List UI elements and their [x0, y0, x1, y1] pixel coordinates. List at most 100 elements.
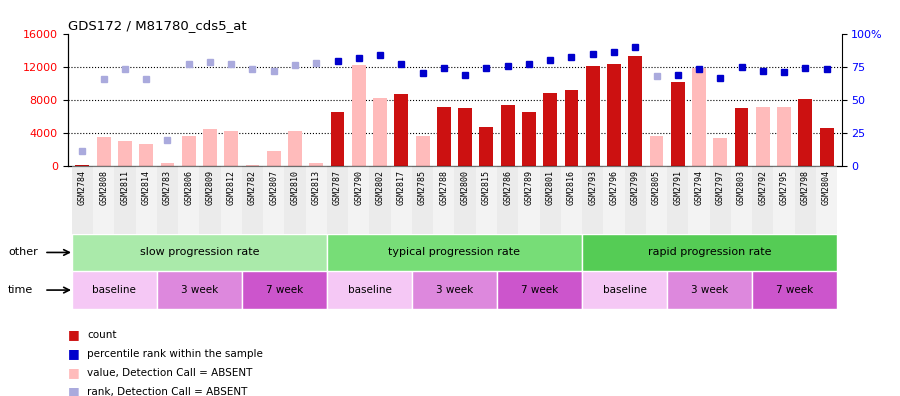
Bar — [288, 131, 302, 166]
Text: GSM2787: GSM2787 — [333, 170, 342, 205]
Text: GSM2799: GSM2799 — [631, 170, 640, 205]
Bar — [497, 271, 582, 309]
Text: GSM2816: GSM2816 — [567, 170, 576, 205]
Text: GSM2783: GSM2783 — [163, 170, 172, 205]
Bar — [650, 136, 663, 166]
Bar — [242, 271, 327, 309]
Bar — [603, 166, 625, 238]
Text: 7 week: 7 week — [266, 285, 303, 295]
Text: baseline: baseline — [93, 285, 136, 295]
Bar — [374, 97, 387, 166]
Bar — [625, 166, 646, 238]
Bar — [586, 66, 599, 166]
Text: GSM2817: GSM2817 — [397, 170, 406, 205]
Bar — [646, 166, 667, 238]
Text: value, Detection Call = ABSENT: value, Detection Call = ABSENT — [87, 368, 253, 378]
Bar — [416, 137, 429, 166]
Bar — [497, 166, 518, 238]
Bar — [437, 107, 451, 166]
Bar — [140, 144, 153, 166]
Text: typical progression rate: typical progression rate — [389, 248, 520, 257]
Bar — [118, 141, 131, 166]
Bar — [773, 166, 795, 238]
Text: GSM2801: GSM2801 — [545, 170, 554, 205]
Bar — [72, 234, 327, 271]
Bar — [412, 166, 433, 238]
Text: rapid progression rate: rapid progression rate — [648, 248, 771, 257]
Bar — [798, 99, 813, 166]
Text: GSM2797: GSM2797 — [716, 170, 724, 205]
Text: GSM2809: GSM2809 — [205, 170, 214, 205]
Bar — [263, 166, 284, 238]
Bar — [224, 131, 238, 166]
Bar — [72, 271, 157, 309]
Bar — [692, 68, 706, 166]
Text: GSM2790: GSM2790 — [355, 170, 364, 205]
Text: GSM2814: GSM2814 — [141, 170, 150, 205]
Text: baseline: baseline — [347, 285, 392, 295]
Bar — [136, 166, 157, 238]
Text: 3 week: 3 week — [436, 285, 473, 295]
Text: 3 week: 3 week — [691, 285, 728, 295]
Bar — [327, 234, 582, 271]
Bar — [433, 166, 454, 238]
Text: GSM2789: GSM2789 — [525, 170, 534, 205]
Bar — [178, 166, 199, 238]
Bar — [582, 234, 837, 271]
Text: GSM2793: GSM2793 — [589, 170, 598, 205]
Text: GSM2784: GSM2784 — [78, 170, 87, 205]
Text: GSM2794: GSM2794 — [695, 170, 704, 205]
Bar — [752, 166, 773, 238]
Text: GDS172 / M81780_cds5_at: GDS172 / M81780_cds5_at — [68, 19, 246, 32]
Bar — [500, 105, 515, 166]
Bar — [667, 166, 688, 238]
Text: GSM2811: GSM2811 — [121, 170, 130, 205]
Text: GSM2815: GSM2815 — [482, 170, 490, 205]
Text: GSM2804: GSM2804 — [822, 170, 831, 205]
Text: percentile rank within the sample: percentile rank within the sample — [87, 349, 263, 359]
Bar — [199, 166, 220, 238]
Text: GSM2812: GSM2812 — [227, 170, 236, 205]
Bar — [352, 65, 365, 166]
Bar — [284, 166, 306, 238]
Text: GSM2803: GSM2803 — [737, 170, 746, 205]
Text: time: time — [8, 285, 33, 295]
Text: GSM2788: GSM2788 — [439, 170, 448, 205]
Bar — [820, 128, 833, 166]
Bar — [157, 166, 178, 238]
Bar — [476, 166, 497, 238]
Text: GSM2802: GSM2802 — [375, 170, 384, 205]
Text: GSM2786: GSM2786 — [503, 170, 512, 205]
Text: ■: ■ — [68, 367, 79, 379]
Bar — [114, 166, 136, 238]
Bar — [306, 166, 327, 238]
Text: GSM2782: GSM2782 — [248, 170, 257, 205]
Bar — [688, 166, 710, 238]
Bar — [731, 166, 752, 238]
Text: count: count — [87, 330, 117, 340]
Bar — [72, 166, 93, 238]
Bar — [160, 163, 175, 166]
Bar — [561, 166, 582, 238]
Bar — [816, 166, 837, 238]
Text: GSM2798: GSM2798 — [801, 170, 810, 205]
Text: slow progression rate: slow progression rate — [140, 248, 259, 257]
Bar — [412, 271, 497, 309]
Bar — [246, 165, 259, 166]
Bar — [667, 271, 752, 309]
Text: GSM2807: GSM2807 — [269, 170, 278, 205]
Bar — [220, 166, 242, 238]
Bar — [670, 82, 685, 166]
Bar — [540, 166, 561, 238]
Bar — [628, 56, 643, 166]
Text: 3 week: 3 week — [181, 285, 218, 295]
Bar — [454, 166, 476, 238]
Bar — [369, 166, 391, 238]
Bar — [242, 166, 263, 238]
Bar — [266, 151, 281, 166]
Bar — [348, 166, 369, 238]
Bar — [734, 108, 749, 166]
Text: GSM2791: GSM2791 — [673, 170, 682, 205]
Bar — [522, 112, 536, 166]
Text: ■: ■ — [68, 348, 79, 360]
